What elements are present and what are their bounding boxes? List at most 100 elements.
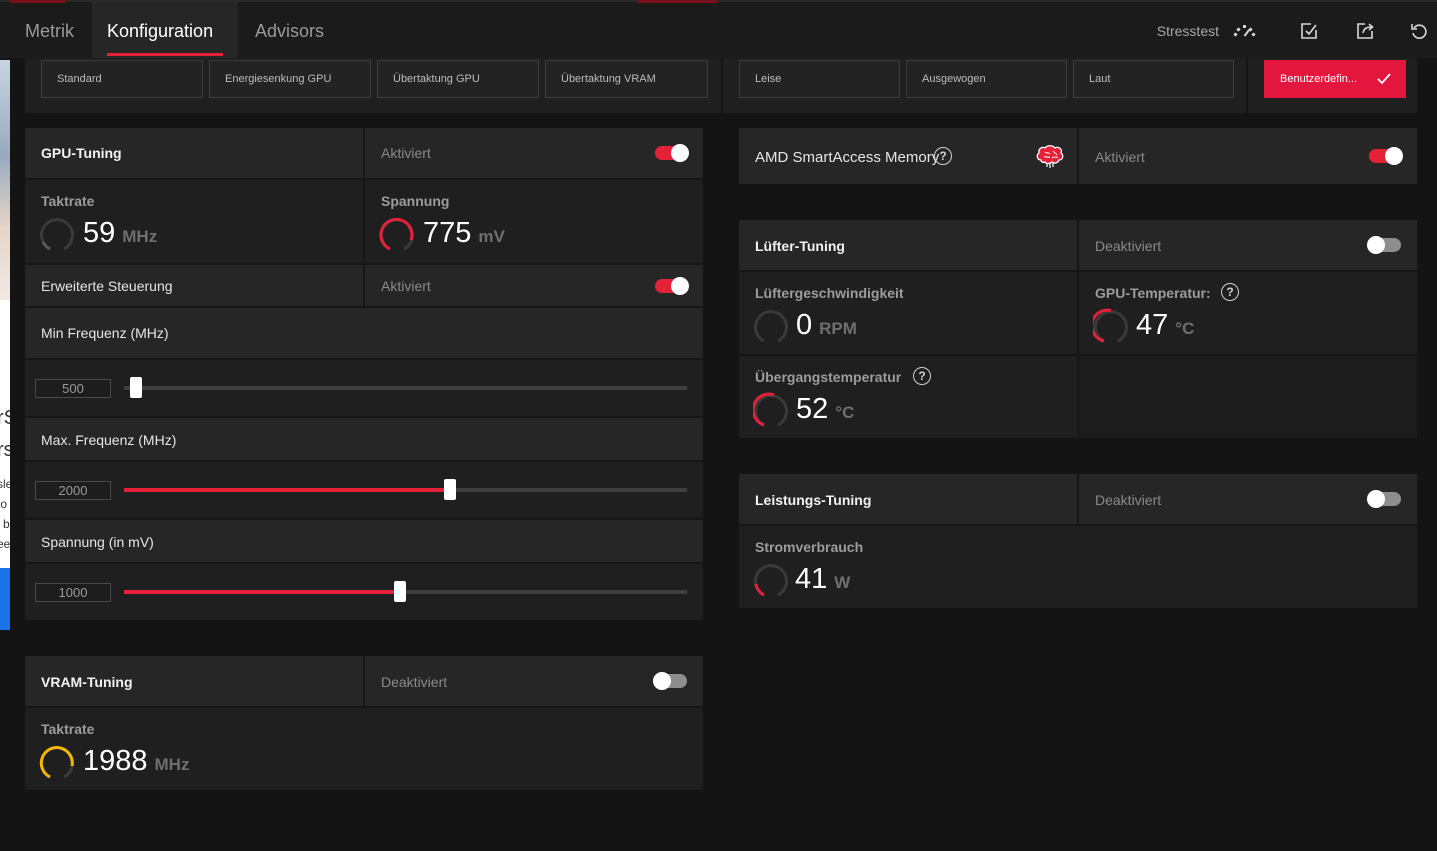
vram-tuning-status-cell: Deaktiviert bbox=[365, 656, 703, 706]
check-icon bbox=[1377, 73, 1391, 85]
advanced-control-status-cell: Aktiviert bbox=[365, 265, 703, 306]
background-window: rS rs sle to l b ee bbox=[0, 60, 10, 630]
column-separator bbox=[1077, 220, 1079, 354]
fan-tuning-title: Lüfter-Tuning bbox=[755, 238, 845, 254]
gpu-clock-gauge bbox=[40, 218, 74, 251]
tab-konfiguration[interactable]: Konfiguration bbox=[92, 2, 238, 60]
advanced-control-status: Aktiviert bbox=[381, 278, 431, 294]
preset-label: Energiesenkung GPU bbox=[225, 73, 332, 85]
voltage-input[interactable]: 1000 bbox=[35, 583, 111, 602]
power-tuning-status-cell: Deaktiviert bbox=[1079, 474, 1417, 524]
gpu-tuning-toggle[interactable] bbox=[655, 144, 689, 162]
preset-benutzerdefiniert[interactable]: Benutzerdefin... bbox=[1264, 60, 1406, 98]
fan-tuning-toggle[interactable] bbox=[1367, 236, 1401, 254]
preset-energiesenkung-gpu[interactable]: Energiesenkung GPU bbox=[209, 60, 371, 98]
junction-temperature-cell: Übergangstemperatur ? 52 °C bbox=[739, 356, 1077, 438]
max-frequency-input[interactable]: 2000 bbox=[35, 481, 111, 500]
min-frequency-slider[interactable] bbox=[124, 377, 687, 398]
advanced-control-toggle[interactable] bbox=[655, 277, 689, 295]
tab-metrik[interactable]: Metrik bbox=[10, 2, 89, 60]
gpu-temperature-gauge bbox=[1093, 308, 1128, 343]
smart-access-memory-status: Aktiviert bbox=[1095, 149, 1145, 165]
power-consumption-unit: W bbox=[834, 573, 851, 592]
power-tuning-title: Leistungs-Tuning bbox=[755, 492, 872, 508]
min-frequency-input[interactable]: 500 bbox=[35, 379, 111, 398]
preset-ausgewogen[interactable]: Ausgewogen bbox=[906, 60, 1067, 98]
help-icon[interactable]: ? bbox=[1221, 283, 1239, 301]
fan-tuning-panel: Lüfter-Tuning Deaktiviert Lüftergeschwin… bbox=[739, 220, 1417, 438]
column-separator bbox=[1077, 356, 1079, 438]
toolbar-right: Stresstest bbox=[1157, 2, 1437, 60]
vram-clock-gauge bbox=[39, 746, 74, 779]
power-consumption-label: Stromverbrauch bbox=[755, 539, 864, 555]
row-separator bbox=[25, 562, 703, 564]
help-icon[interactable]: ? bbox=[934, 147, 952, 165]
speedometer-icon[interactable] bbox=[1231, 17, 1259, 45]
column-separator bbox=[363, 128, 365, 263]
background-text: sle bbox=[0, 477, 10, 491]
background-photo bbox=[0, 60, 10, 300]
preset-uebertaktung-vram[interactable]: Übertaktung VRAM bbox=[545, 60, 708, 98]
max-frequency-slider-thumb[interactable] bbox=[444, 479, 456, 500]
export-icon[interactable] bbox=[1351, 17, 1379, 45]
power-consumption-value: 41 bbox=[795, 563, 828, 595]
power-tuning-toggle[interactable] bbox=[1367, 490, 1401, 508]
min-frequency-header: Min Frequenz (MHz) bbox=[25, 308, 703, 358]
fan-tuning-status: Deaktiviert bbox=[1095, 238, 1162, 254]
preset-standard[interactable]: Standard bbox=[41, 60, 203, 98]
voltage-slider-thumb[interactable] bbox=[394, 581, 406, 602]
gpu-voltage-cell: Spannung 775 mV bbox=[365, 180, 703, 263]
power-consumption-cell: Stromverbrauch 41 W bbox=[739, 526, 1417, 608]
row-separator bbox=[25, 460, 703, 462]
gpu-temperature-unit: °C bbox=[1175, 319, 1195, 338]
power-tuning-status: Deaktiviert bbox=[1095, 492, 1162, 508]
smart-access-memory-title-cell: AMD SmartAccess Memory ? bbox=[739, 128, 1077, 184]
power-consumption-gauge bbox=[754, 564, 788, 597]
smart-access-memory-toggle[interactable] bbox=[1369, 147, 1403, 165]
min-frequency-label: Min Frequenz (MHz) bbox=[41, 325, 169, 341]
preset-label: Laut bbox=[1089, 73, 1111, 85]
background-blue-block bbox=[0, 568, 10, 630]
vram-tuning-panel: VRAM-Tuning Deaktiviert Taktrate 1988 MH… bbox=[25, 656, 703, 790]
advanced-control-cell: Erweiterte Steuerung bbox=[25, 265, 363, 306]
preset-leise[interactable]: Leise bbox=[739, 60, 900, 98]
gpu-tuning-title: GPU-Tuning bbox=[41, 145, 122, 161]
smart-access-memory-status-cell: Aktiviert bbox=[1079, 128, 1417, 184]
gpu-clock-cell: Taktrate 59 MHz bbox=[25, 180, 363, 263]
voltage-slider-row: 1000 bbox=[25, 564, 703, 620]
max-frequency-slider[interactable] bbox=[124, 479, 687, 500]
voltage-slider[interactable] bbox=[124, 581, 687, 602]
background-text: ee bbox=[0, 537, 10, 551]
active-tab-indicator bbox=[107, 53, 223, 56]
empty-cell bbox=[1079, 356, 1417, 438]
vram-clock-cell: Taktrate 1988 MHz bbox=[25, 708, 703, 790]
min-frequency-slider-thumb[interactable] bbox=[130, 377, 142, 398]
gpu-clock-label: Taktrate bbox=[41, 193, 95, 209]
column-separator bbox=[1077, 474, 1079, 524]
background-text: rs bbox=[0, 439, 10, 461]
help-icon[interactable]: ? bbox=[913, 367, 931, 385]
gpu-temperature-label: GPU-Temperatur: bbox=[1095, 285, 1211, 301]
gpu-temperature-cell: GPU-Temperatur: ? 47 °C bbox=[1079, 272, 1417, 354]
gpu-tuning-header: GPU-Tuning bbox=[25, 128, 363, 178]
reset-icon[interactable] bbox=[1405, 17, 1433, 45]
vram-tuning-toggle[interactable] bbox=[653, 672, 687, 690]
row-separator bbox=[739, 270, 1417, 272]
row-separator bbox=[739, 524, 1417, 526]
voltage-slider-header: Spannung (in mV) bbox=[25, 520, 703, 562]
fan-speed-cell: Lüftergeschwindigkeit 0 RPM bbox=[739, 272, 1077, 354]
preset-uebertaktung-gpu[interactable]: Übertaktung GPU bbox=[377, 60, 539, 98]
tab-advisors[interactable]: Advisors bbox=[240, 2, 339, 60]
vram-clock-unit: MHz bbox=[154, 755, 190, 774]
tab-label: Konfiguration bbox=[107, 20, 214, 41]
row-separator bbox=[25, 706, 703, 708]
stresstest-label[interactable]: Stresstest bbox=[1156, 23, 1219, 39]
row-separator bbox=[25, 416, 703, 418]
checklist-icon[interactable] bbox=[1295, 17, 1323, 45]
vram-tuning-header: VRAM-Tuning bbox=[25, 656, 363, 706]
preset-laut[interactable]: Laut bbox=[1073, 60, 1234, 98]
gpu-voltage-label: Spannung bbox=[381, 193, 450, 209]
junction-temperature-label: Übergangstemperatur bbox=[755, 369, 902, 385]
gpu-clock-value: 59 bbox=[83, 217, 116, 249]
max-frequency-label: Max. Frequenz (MHz) bbox=[41, 432, 177, 448]
